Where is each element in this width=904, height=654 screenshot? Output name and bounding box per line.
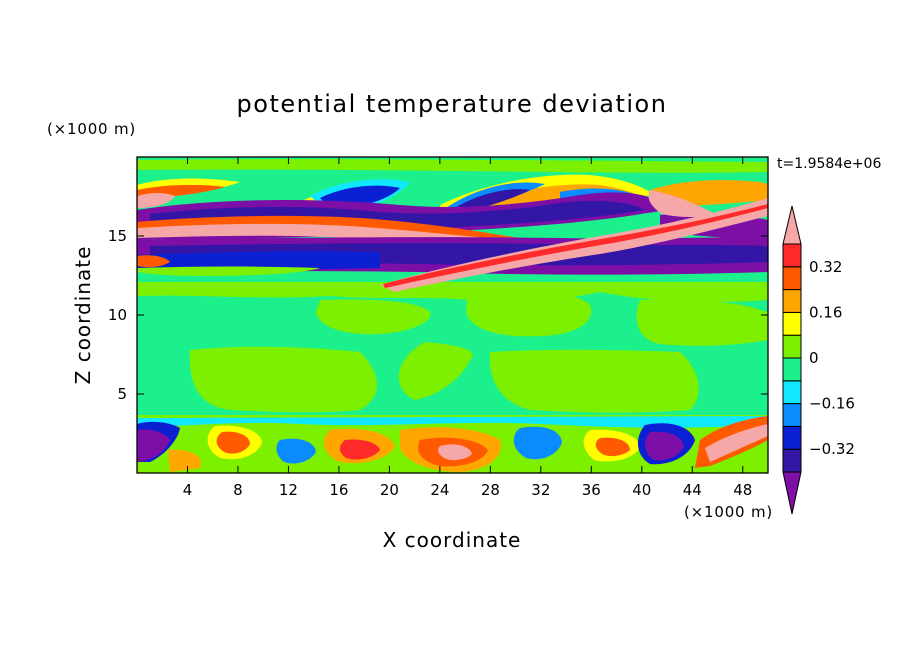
colorbar-tick-label: 0.16 (809, 303, 842, 321)
colorbar-box (782, 289, 802, 313)
y-unit-label: (×1000 m) (47, 120, 136, 138)
colorbar-box (782, 266, 802, 291)
x-tick-label: 36 (582, 481, 601, 499)
x-tick-label: 24 (430, 481, 449, 499)
y-axis-label: Z coordinate (71, 246, 95, 385)
x-tick-label: 16 (329, 481, 348, 499)
time-label: t=1.9584e+06 (777, 156, 881, 172)
x-tick-label: 12 (279, 481, 298, 499)
colorbar-tick-label: −0.16 (809, 395, 855, 413)
x-tick-label: 8 (233, 481, 243, 499)
colorbar-tick-label: −0.32 (809, 440, 855, 458)
x-tick-label: 28 (481, 481, 500, 499)
colorbar-box (782, 311, 802, 336)
colorbar: 0.32 0.16 0 −0.16 −0.32 (782, 205, 855, 515)
y-tick-label: 10 (108, 306, 127, 324)
colorbar-box (782, 334, 802, 359)
colorbar-box (782, 403, 802, 427)
colorbar-tick-label: 0 (809, 349, 819, 367)
colorbar-box (782, 243, 802, 268)
x-tick-label: 48 (733, 481, 752, 499)
x-tick-label: 20 (380, 481, 399, 499)
x-tick-label: 40 (632, 481, 651, 499)
x-tick-label: 4 (183, 481, 193, 499)
x-unit-label: (×1000 m) (684, 503, 773, 521)
colorbar-bottom-triangle (782, 471, 802, 515)
colorbar-box (782, 357, 802, 382)
chart-title: potential temperature deviation (237, 90, 668, 118)
y-axis-ticks: 5 10 15 (108, 227, 768, 403)
y-tick-label: 5 (117, 385, 127, 403)
x-axis-ticks: 4 8 12 16 20 24 28 32 36 40 44 48 (183, 157, 752, 499)
colorbar-box (782, 380, 802, 405)
colorbar-box (782, 425, 802, 450)
x-axis-label: X coordinate (383, 528, 522, 552)
colorbar-box (782, 448, 802, 473)
y-tick-label: 15 (108, 227, 127, 245)
colorbar-top-triangle (782, 205, 802, 245)
x-tick-label: 32 (531, 481, 550, 499)
colorbar-tick-label: 0.32 (809, 258, 842, 276)
contour-field (137, 157, 768, 473)
x-tick-label: 44 (683, 481, 702, 499)
